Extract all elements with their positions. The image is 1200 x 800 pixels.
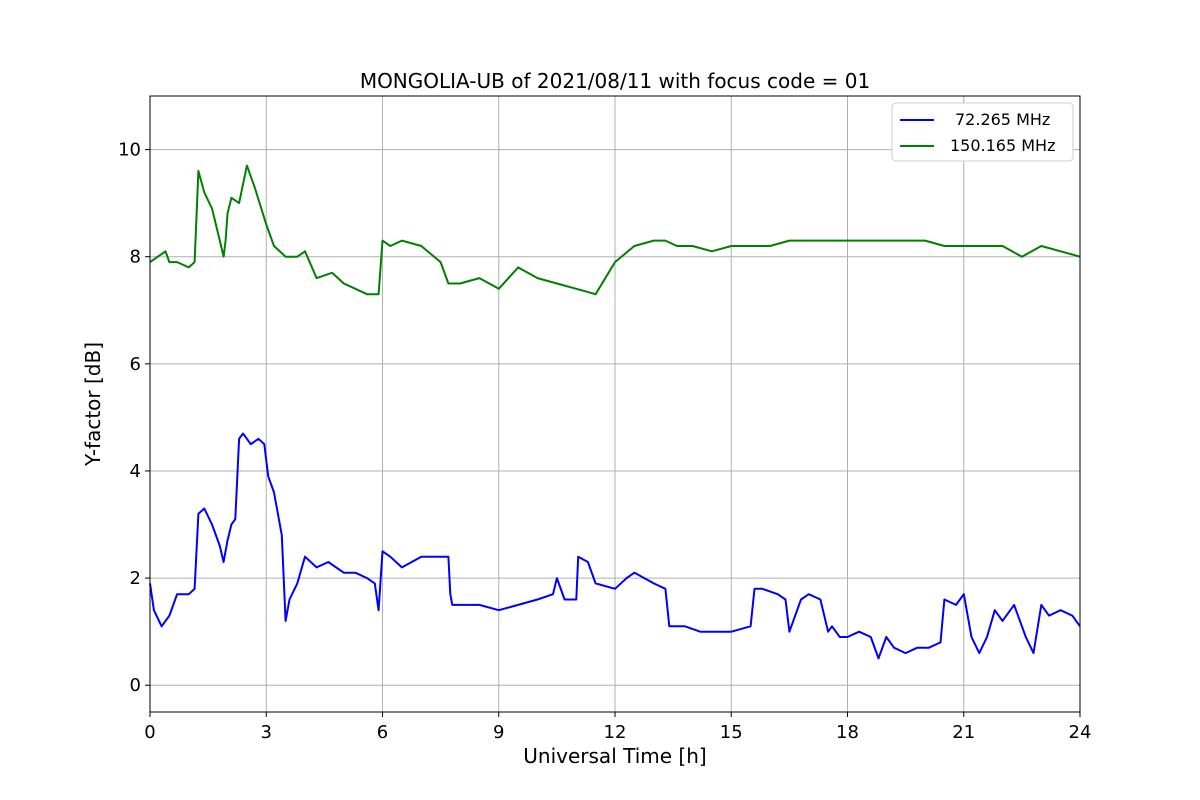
y-tick-label: 6 xyxy=(130,354,141,375)
x-tick-label: 3 xyxy=(261,722,272,743)
y-axis-label: Y-factor [dB] xyxy=(81,342,105,467)
x-tick-label: 18 xyxy=(836,722,859,743)
legend-label-72mhz: 72.265 MHz xyxy=(955,110,1050,129)
legend: 72.265 MHz 150.165 MHz xyxy=(891,102,1074,162)
series-line-0 xyxy=(149,432,1081,660)
y-tick-label: 4 xyxy=(130,461,141,482)
y-tick-label: 8 xyxy=(130,247,141,268)
x-tick-label: 6 xyxy=(377,722,388,743)
x-tick-label: 24 xyxy=(1069,722,1092,743)
legend-box xyxy=(891,102,1074,162)
series-line-1 xyxy=(149,164,1081,296)
legend-label-150mhz: 150.165 MHz xyxy=(950,136,1055,155)
x-tick-label: 0 xyxy=(144,722,155,743)
x-axis-ticks: 0 3 6 9 12 15 18 21 24 xyxy=(144,712,1091,743)
y-tick-label: 10 xyxy=(118,140,141,161)
chart-title: MONGOLIA-UB of 2021/08/11 with focus cod… xyxy=(360,69,870,93)
y-tick-label: 2 xyxy=(130,568,141,589)
y-axis-ticks: 0 2 4 6 8 10 xyxy=(118,140,150,696)
x-tick-label: 21 xyxy=(952,722,975,743)
x-tick-label: 15 xyxy=(720,722,743,743)
y-tick-label: 0 xyxy=(130,675,141,696)
series-layer xyxy=(149,164,1081,660)
x-tick-label: 9 xyxy=(493,722,504,743)
x-axis-label: Universal Time [h] xyxy=(523,744,706,768)
grid xyxy=(149,96,1081,712)
x-tick-label: 12 xyxy=(604,722,627,743)
